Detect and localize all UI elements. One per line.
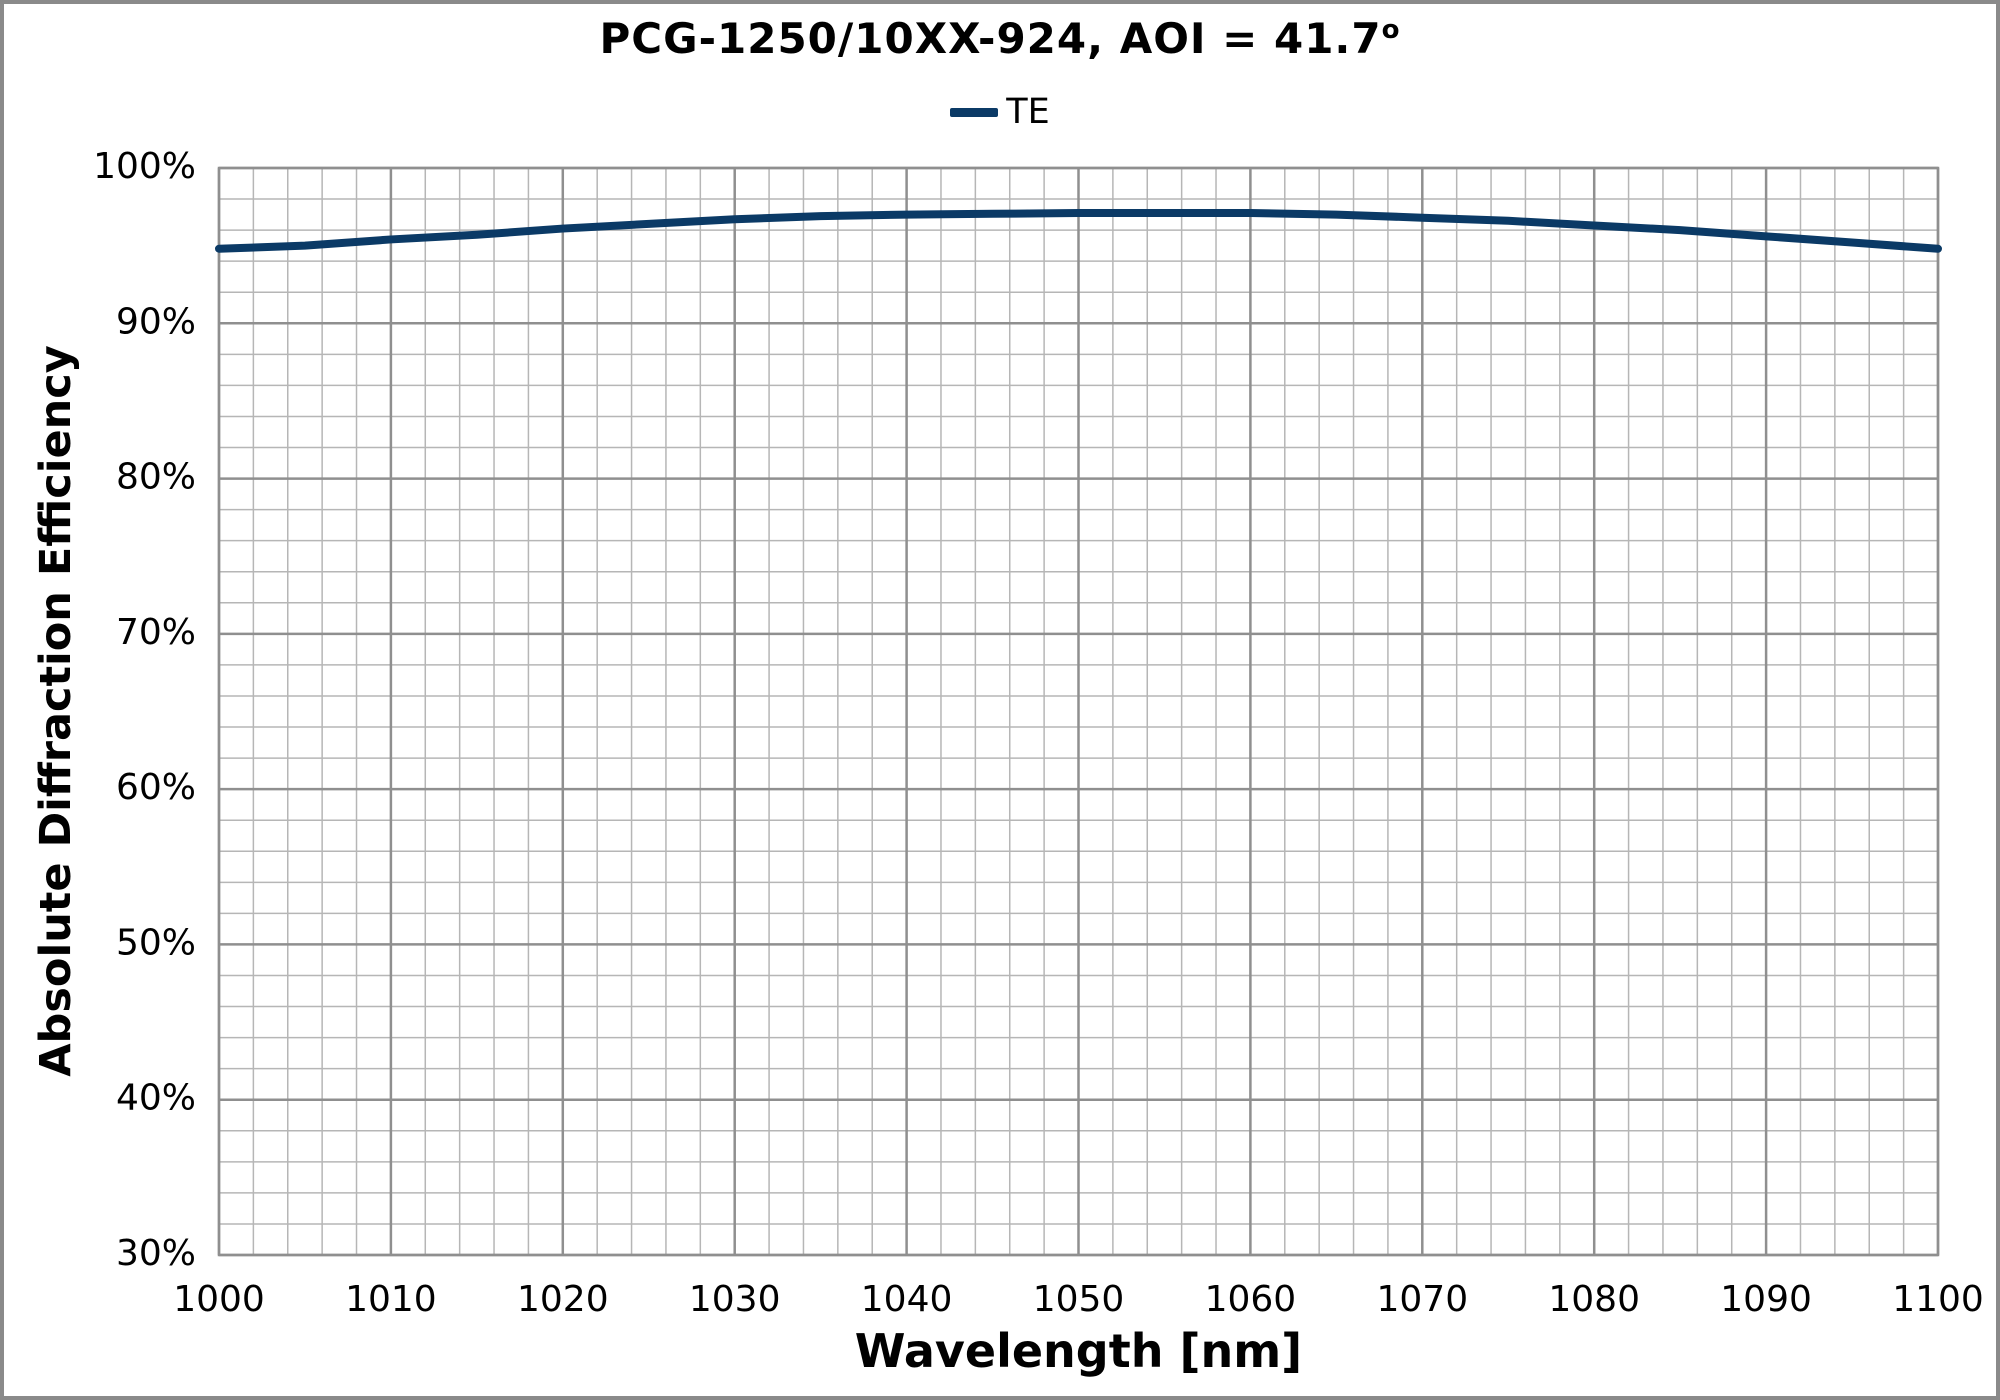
y-axis-title: Absolute Diffraction Efficiency <box>31 345 81 1077</box>
y-tick-label: 80% <box>116 457 196 498</box>
x-tick-label: 1030 <box>689 1279 781 1320</box>
plot-frame <box>217 166 1940 1257</box>
x-tick-label: 1020 <box>517 1279 609 1320</box>
x-tick-label: 1050 <box>1033 1279 1125 1320</box>
legend-label-te: TE <box>1006 92 1050 132</box>
x-tick-label: 1070 <box>1376 1279 1468 1320</box>
x-axis-title: Wavelength [nm] <box>854 1324 1303 1378</box>
y-tick-label: 40% <box>116 1078 196 1119</box>
legend: TE <box>4 92 1996 132</box>
x-tick-label: 1000 <box>173 1279 265 1320</box>
y-tick-label: 90% <box>116 301 196 342</box>
x-tick-label: 1080 <box>1548 1279 1640 1320</box>
x-tick-label: 1060 <box>1205 1279 1297 1320</box>
x-tick-label: 1100 <box>1892 1279 1984 1320</box>
degree-symbol: o <box>1381 15 1401 45</box>
legend-line-swatch <box>950 107 999 117</box>
x-tick-label: 1010 <box>345 1279 437 1320</box>
series-line-te <box>215 209 1942 253</box>
x-tick-label: 1040 <box>861 1279 953 1320</box>
y-tick-label: 30% <box>116 1233 196 1274</box>
y-tick-label: 70% <box>116 612 196 653</box>
plot-area: 1000 1010 1020 1030 1040 1050 1060 1070 1080 1090… <box>93 146 1984 1320</box>
y-tick-label: 50% <box>116 922 196 963</box>
chart-title-text: PCG-1250/10XX-924, AOI = 41.7 <box>599 14 1382 63</box>
x-tick-label: 1090 <box>1720 1279 1812 1320</box>
y-tick-label: 100% <box>93 146 196 187</box>
y-tick-label: 60% <box>116 767 196 808</box>
chart-title: PCG-1250/10XX-924, AOI = 41.7o <box>4 14 1996 63</box>
